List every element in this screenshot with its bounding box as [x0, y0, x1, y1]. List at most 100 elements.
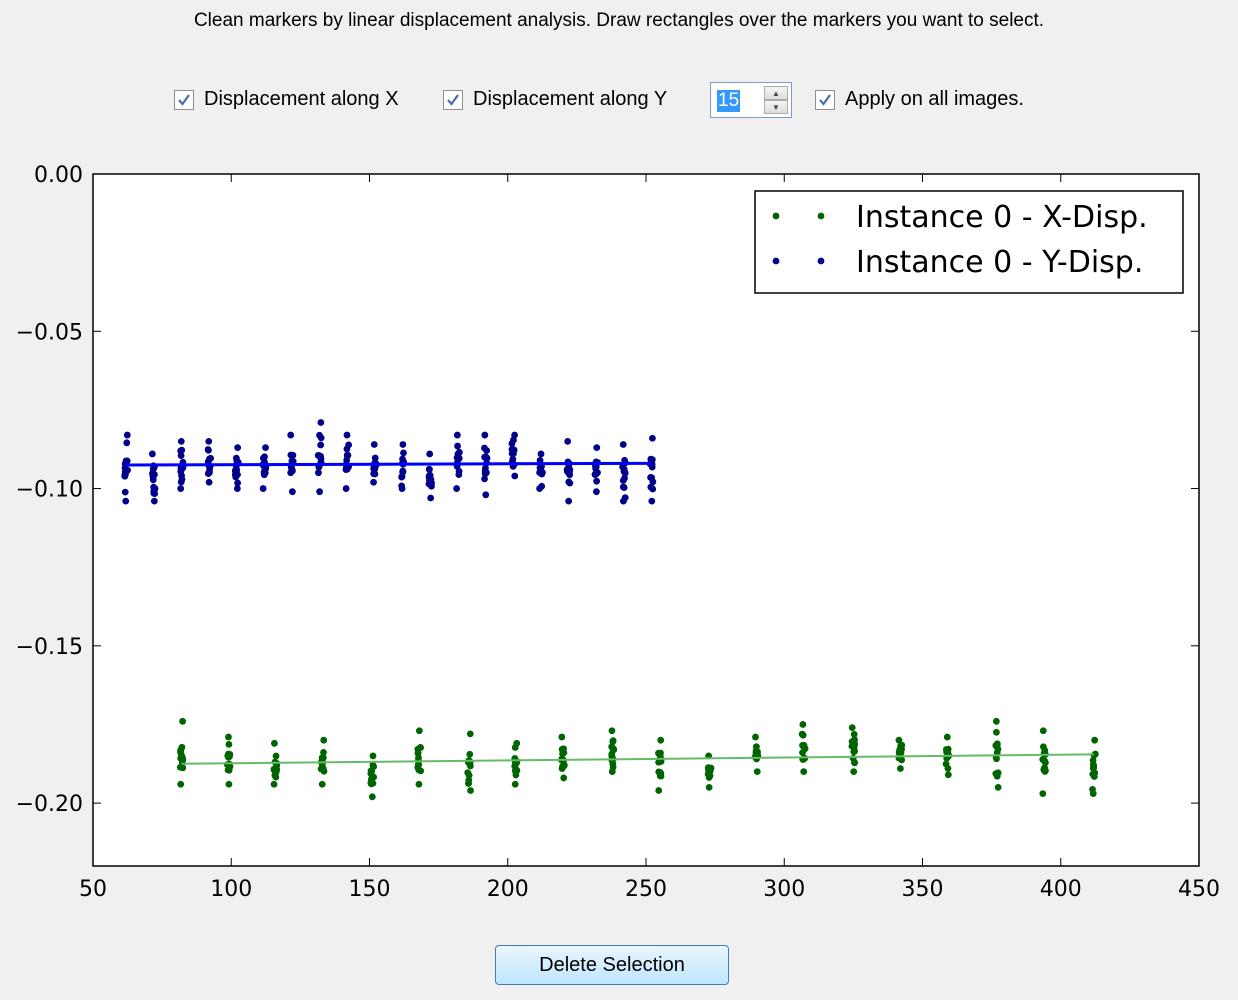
data-point — [944, 764, 952, 772]
check-icon[interactable] — [174, 89, 194, 110]
check-icon[interactable] — [443, 89, 463, 110]
x-tick-label: 300 — [763, 877, 805, 902]
data-point — [565, 497, 573, 505]
data-point — [619, 441, 627, 448]
data-point — [262, 444, 269, 452]
data-point — [752, 733, 759, 741]
data-point — [206, 455, 213, 463]
displacement-y-checkbox[interactable]: Displacement along Y — [443, 88, 667, 111]
data-point — [895, 748, 903, 756]
data-point — [993, 741, 1001, 749]
data-point — [565, 478, 573, 486]
data-point — [178, 743, 186, 751]
data-point — [369, 752, 377, 760]
data-point — [454, 442, 461, 450]
x-tick-label: 450 — [1178, 877, 1220, 902]
data-point — [898, 741, 906, 749]
data-point — [400, 449, 407, 457]
spinbox-value[interactable]: 15 — [717, 90, 741, 112]
check-icon[interactable] — [815, 89, 835, 110]
data-point — [122, 457, 130, 465]
data-point — [415, 780, 423, 788]
data-point — [536, 457, 544, 464]
data-point — [620, 465, 628, 473]
data-point — [226, 753, 233, 760]
data-point — [481, 475, 488, 483]
data-point — [234, 479, 242, 487]
data-point — [318, 780, 326, 788]
data-point — [122, 497, 130, 505]
data-point — [425, 465, 433, 473]
data-point — [316, 488, 323, 496]
data-point — [177, 464, 185, 472]
data-point — [593, 444, 601, 452]
spin-up-icon[interactable]: ▲ — [764, 86, 788, 100]
delete-selection-button[interactable]: Delete Selection — [495, 945, 729, 985]
spin-down-icon[interactable]: ▼ — [764, 100, 788, 114]
data-point — [205, 437, 213, 445]
data-point — [753, 755, 760, 763]
x-tick-label: 350 — [902, 877, 944, 902]
data-point — [1089, 786, 1096, 793]
data-point — [225, 766, 233, 774]
data-point — [799, 721, 807, 728]
data-point — [895, 736, 903, 744]
data-point — [1041, 757, 1048, 765]
data-point — [655, 787, 663, 794]
displacement-x-checkbox[interactable]: Displacement along X — [174, 88, 399, 111]
x-tick-label: 150 — [349, 877, 391, 902]
data-point — [560, 761, 568, 769]
data-point — [800, 741, 808, 749]
data-point — [511, 472, 519, 480]
data-point — [178, 446, 186, 454]
data-point — [456, 448, 463, 456]
data-point — [123, 439, 131, 447]
data-point — [453, 485, 461, 492]
data-point — [225, 740, 233, 748]
data-point — [316, 431, 323, 439]
data-point — [288, 465, 296, 473]
data-point — [232, 466, 239, 474]
data-point — [176, 763, 184, 771]
data-point — [1091, 736, 1099, 744]
trend-line — [126, 461, 652, 467]
data-point — [453, 431, 461, 439]
data-point — [399, 441, 407, 448]
data-point — [289, 451, 297, 459]
data-point — [234, 444, 242, 452]
data-point — [177, 485, 185, 492]
data-point — [705, 783, 713, 791]
apply-all-checkbox[interactable]: Apply on all images. — [815, 88, 1024, 111]
data-point — [262, 465, 270, 472]
data-point — [800, 768, 808, 776]
data-point — [370, 441, 378, 448]
x-tick-label: 400 — [1040, 877, 1082, 902]
legend-marker — [772, 212, 780, 220]
data-point — [621, 494, 629, 502]
data-point — [993, 728, 1000, 736]
data-point — [609, 745, 617, 753]
data-point — [1091, 750, 1099, 758]
data-point — [566, 471, 574, 479]
data-point — [992, 770, 1000, 778]
displacement-y-label: Displacement along Y — [473, 88, 668, 110]
data-point — [317, 419, 325, 426]
threshold-spinbox[interactable]: 15 ▲ ▼ — [710, 82, 792, 118]
data-point — [609, 763, 617, 771]
y-disp-series — [121, 419, 657, 505]
data-point — [655, 749, 662, 757]
data-point — [233, 485, 241, 492]
data-point — [510, 436, 517, 444]
data-point — [369, 761, 377, 769]
data-point — [205, 478, 213, 486]
data-point — [897, 765, 904, 772]
data-point — [415, 766, 423, 774]
data-point — [465, 776, 473, 784]
legend-marker — [772, 257, 780, 265]
data-point — [619, 483, 627, 491]
displacement-chart[interactable]: 50 100 150 200 250 300 350 400 450 0.00 −0.05 −0.10… — [0, 150, 1238, 910]
data-point — [205, 446, 212, 454]
data-point — [343, 452, 351, 459]
data-point — [148, 450, 156, 458]
data-point — [177, 437, 185, 445]
